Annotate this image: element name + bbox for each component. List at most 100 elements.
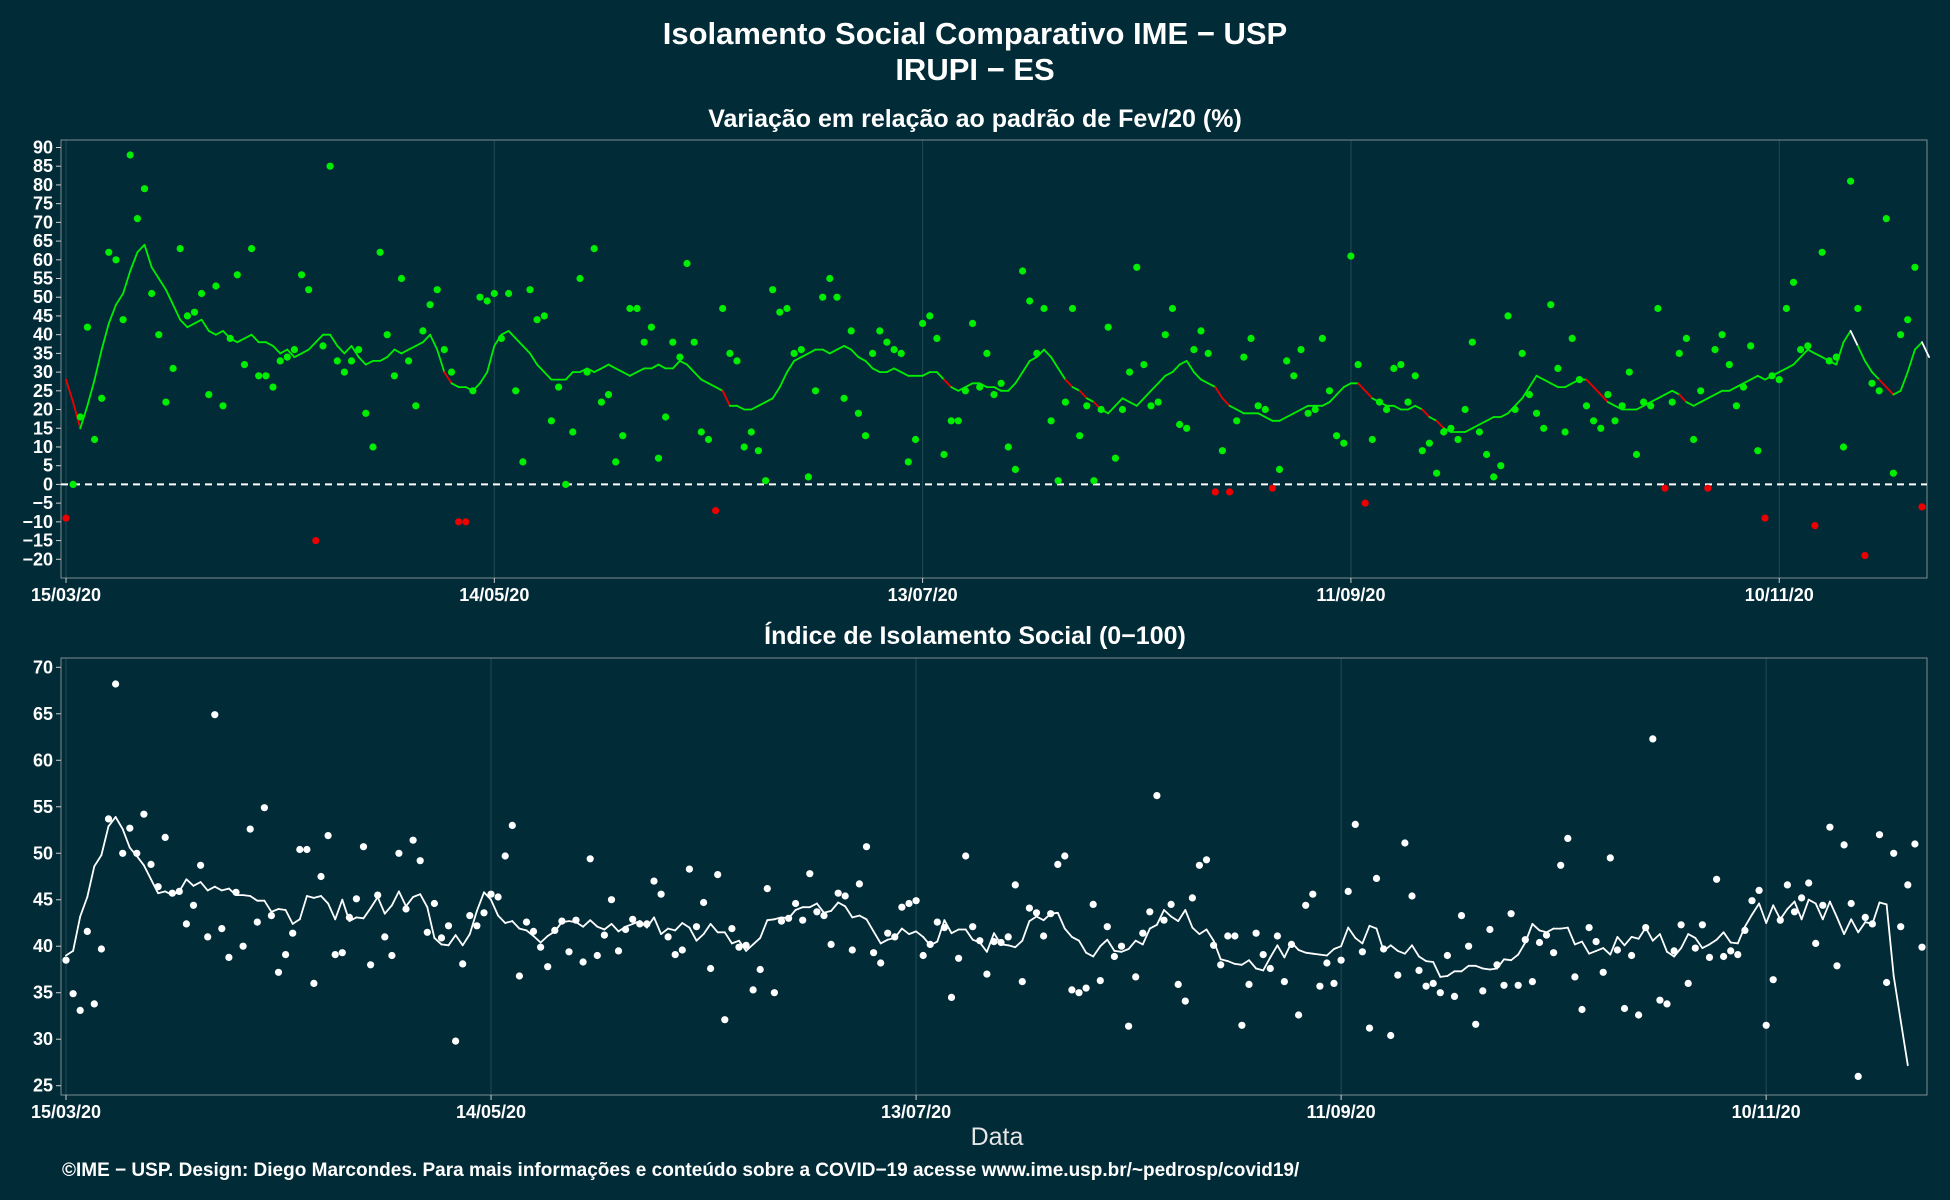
index-ma-segment [808, 902, 818, 909]
variation-ma-segment [1128, 401, 1138, 407]
index-point [1465, 942, 1473, 950]
index-ma-segment [1489, 967, 1498, 971]
index-y-tick-1: 30 [33, 1029, 53, 1049]
variation-ma-segment [1742, 378, 1752, 385]
index-ma-segment [532, 935, 542, 944]
index-point [834, 889, 842, 897]
variation-point [98, 394, 106, 402]
variation-point [483, 297, 491, 305]
variation-point [126, 151, 134, 159]
index-point [1245, 980, 1253, 989]
variation-point [1190, 346, 1198, 354]
variation-point [697, 428, 705, 436]
index-point [473, 922, 481, 930]
index-ma-segment [93, 854, 103, 868]
index-point [884, 929, 892, 937]
variation-point [1240, 353, 1248, 361]
variation-point [183, 312, 191, 320]
variation-point [1290, 372, 1298, 380]
variation-point [447, 368, 456, 376]
variation-ma-segment [836, 344, 845, 351]
index-point [1344, 887, 1352, 896]
variation-ma-segment [821, 348, 831, 355]
variation-point [1483, 450, 1491, 459]
index-ma-segment [1807, 898, 1817, 905]
variation-ma-segment [1135, 397, 1145, 407]
index-point [296, 845, 304, 854]
index-point [444, 922, 453, 930]
variation-ma-segment [1221, 397, 1231, 407]
variation-y-tick-15: 55 [33, 269, 53, 289]
variation-ma-segment [336, 344, 346, 355]
index-point [1918, 943, 1926, 951]
variation-point [412, 402, 420, 410]
index-ma-segment [1432, 961, 1442, 978]
variation-point [512, 387, 520, 395]
index-ma-segment [1786, 900, 1796, 910]
variation-point [1739, 383, 1748, 391]
index-point [1677, 921, 1685, 929]
index-ma-segment [1113, 950, 1123, 953]
variation-point [1047, 417, 1055, 425]
index-ma-segment [830, 901, 840, 912]
index-point [1790, 908, 1799, 916]
variation-point [383, 331, 391, 339]
index-point [1755, 886, 1763, 895]
variation-point [890, 346, 898, 354]
index-point [1542, 931, 1551, 939]
variation-ma-segment [943, 378, 953, 389]
index-point [898, 903, 906, 911]
index-ma-segment [1439, 975, 1449, 978]
index-point [104, 815, 113, 823]
index-point [1387, 1031, 1395, 1040]
index-ma-segment [72, 915, 82, 952]
index-ma-segment [1744, 913, 1753, 928]
index-ma-segment [1014, 939, 1024, 949]
index-point [692, 923, 701, 931]
index-ma-segment [1602, 947, 1612, 956]
variation-point [1611, 417, 1619, 425]
variation-ma-segment [1392, 404, 1402, 411]
variation-ma-segment [564, 371, 574, 381]
variation-point [883, 338, 891, 346]
variation-ma-segment [1121, 397, 1131, 404]
index-point [246, 825, 254, 833]
index-ma-segment [1354, 937, 1364, 945]
index-ma-segment [1687, 933, 1697, 939]
index-ma-segment [1269, 944, 1279, 959]
variation-ma-segment [157, 277, 167, 291]
variation-ma-segment [314, 333, 324, 344]
variation-ma-segment [607, 363, 617, 370]
variation-point [1268, 484, 1276, 492]
index-ma-segment [1170, 915, 1180, 922]
index-point [522, 918, 531, 926]
variation-point [255, 372, 263, 380]
index-ma-segment [334, 898, 344, 921]
index-point [983, 970, 991, 978]
index-ma-segment [1326, 948, 1335, 957]
variation-ma-segment [1257, 412, 1267, 418]
variation-point [1918, 503, 1926, 511]
index-ma-segment [1751, 902, 1760, 916]
variation-point [1861, 551, 1869, 560]
index-point [1188, 894, 1196, 902]
variation-point [440, 346, 448, 354]
variation-point [533, 316, 541, 324]
variation-point [390, 372, 398, 380]
variation-point [490, 289, 498, 298]
variation-ma-segment [350, 344, 360, 359]
index-point [1047, 910, 1055, 918]
index-ma-segment [1715, 931, 1725, 941]
variation-ma-segment [1542, 378, 1552, 385]
index-ma-segment [1623, 936, 1633, 947]
variation-point [1111, 454, 1119, 462]
index-point [1805, 879, 1813, 887]
variation-ma-segment [993, 386, 1002, 392]
index-point [1897, 923, 1905, 931]
variation-point [1547, 301, 1555, 309]
variation-ma-segment [193, 318, 203, 325]
index-ma-segment [653, 916, 662, 935]
variation-point [140, 185, 149, 193]
variation-ma-segment [1749, 374, 1759, 381]
index-point [1401, 839, 1409, 847]
